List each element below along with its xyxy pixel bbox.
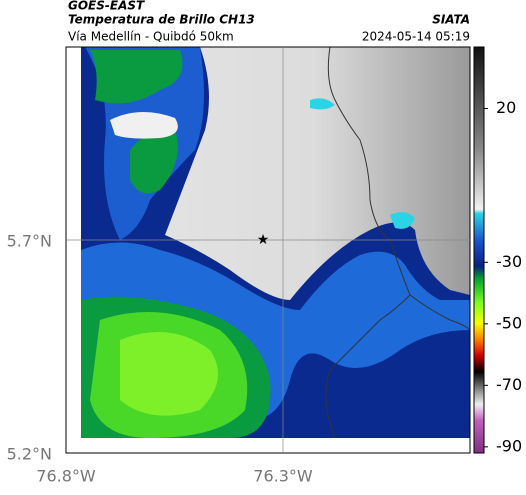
colorbar-tick-label: -70: [496, 375, 522, 394]
location-marker: ★: [257, 232, 270, 248]
lon-label: 76.3°W: [253, 467, 313, 486]
colorbar-tick-label: -50: [496, 313, 522, 332]
lat-label: 5.7°N: [7, 232, 52, 251]
lon-label: 76.8°W: [36, 467, 96, 486]
route: Vía Medellín - Quibdó 50km: [68, 30, 234, 44]
map-frame: [65, 46, 471, 454]
colorbar-tick-label: 20: [496, 98, 516, 117]
product: Temperatura de Brillo CH13: [68, 13, 255, 27]
timestamp: 2024-05-14 05:19: [362, 30, 470, 44]
colorbar-tick-label: -30: [496, 252, 522, 271]
source: GOES-EAST: [68, 0, 145, 13]
colorbar-tick-label: -90: [496, 436, 522, 455]
lat-label: 5.2°N: [7, 445, 52, 464]
org: SIATA: [432, 13, 470, 27]
colorbar: [473, 46, 485, 454]
satellite-image: [81, 47, 470, 438]
